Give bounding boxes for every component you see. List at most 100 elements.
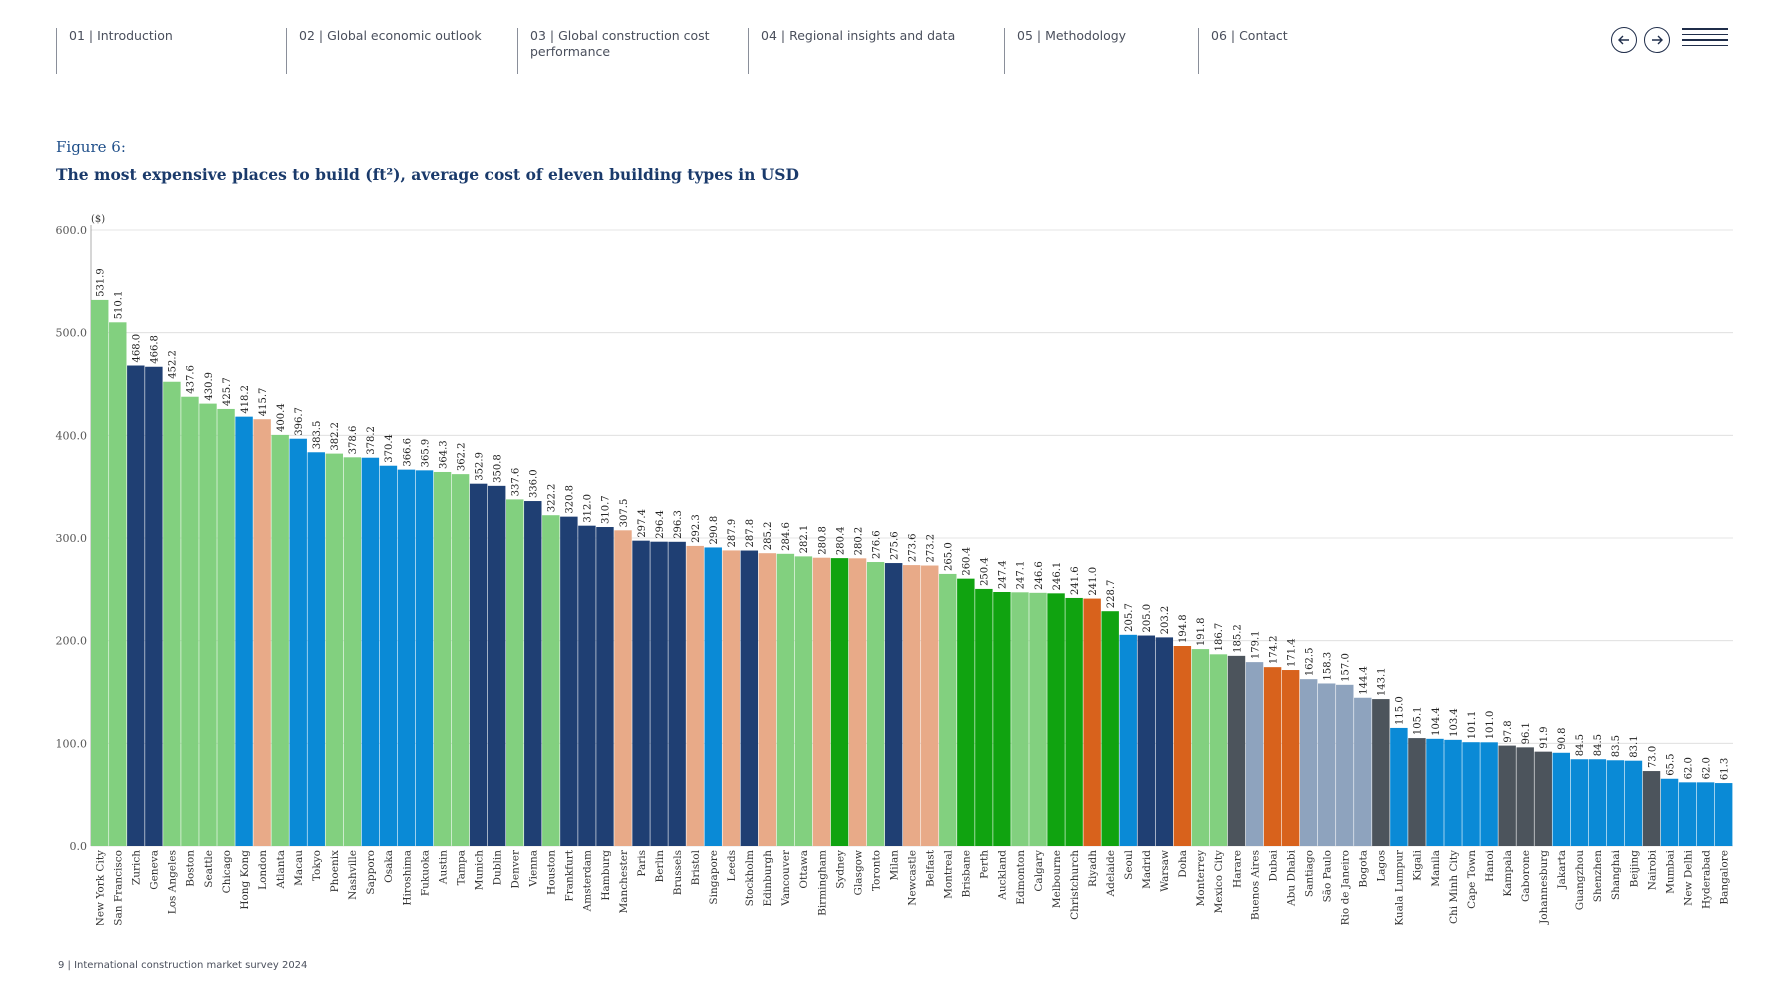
bar: [1191, 649, 1210, 846]
next-page-button[interactable]: [1644, 27, 1670, 53]
bar-value-label: 296.4: [655, 510, 666, 539]
bar-value-label: 104.4: [1431, 707, 1442, 736]
bar-value-label: 91.9: [1539, 726, 1550, 748]
y-tick-label: 600.0: [56, 224, 88, 237]
nav-item-global-economic-outlook[interactable]: 02 | Global economic outlook: [286, 28, 482, 74]
bar-value-label: 452.2: [168, 350, 179, 379]
bar-value-label: 466.8: [150, 335, 161, 364]
bar-value-label: 83.5: [1611, 735, 1622, 757]
bar-value-label: 337.6: [511, 468, 522, 497]
bar-value-label: 205.7: [1124, 603, 1135, 632]
x-tick-label: Munich: [473, 850, 485, 891]
bar-value-label: 297.4: [637, 509, 648, 538]
bar: [361, 457, 380, 846]
bar: [1390, 727, 1408, 846]
bar: [1155, 637, 1174, 846]
bar: [524, 501, 542, 846]
x-tick-label: Phoenix: [329, 850, 341, 892]
bar-value-label: 96.1: [1521, 722, 1532, 744]
bar: [1498, 745, 1516, 846]
x-tick-label: Denver: [510, 849, 522, 889]
x-tick-label: Milan: [888, 850, 900, 881]
bar: [1245, 662, 1264, 846]
x-tick-label: Dubai: [1267, 849, 1279, 881]
bar: [1480, 742, 1498, 846]
bar-value-label: 510.1: [114, 291, 125, 320]
bar: [271, 434, 289, 846]
x-tick-label: Fukuoka: [419, 850, 431, 896]
bar-value-label: 84.5: [1593, 734, 1604, 756]
figure-label: Figure 6:: [56, 138, 126, 156]
bar-value-label: 260.4: [962, 547, 973, 576]
x-tick-label: Los Angeles: [167, 850, 179, 914]
nav-item-regional-insights[interactable]: 04 | Regional insights and data: [748, 28, 955, 74]
bar: [993, 592, 1011, 846]
bar-value-label: 307.5: [619, 499, 630, 528]
bar-value-label: 378.6: [348, 426, 359, 455]
bar-value-label: 430.9: [204, 372, 215, 401]
bar-value-label: 194.8: [1178, 614, 1189, 643]
bar: [1516, 747, 1534, 846]
x-tick-label: Christchurch: [1069, 850, 1081, 920]
bar: [560, 516, 578, 846]
x-tick-label: Shenzhen: [1592, 850, 1604, 902]
x-tick-label: Belfast: [925, 849, 937, 887]
x-tick-label: Manila: [1430, 850, 1442, 887]
bar-value-label: 171.4: [1286, 638, 1297, 667]
bar: [433, 471, 452, 846]
bar-value-label: 366.6: [402, 438, 413, 467]
bar: [1029, 592, 1047, 846]
x-tick-label: Singapore: [708, 850, 720, 905]
x-tick-label: Mumbai: [1664, 849, 1676, 893]
x-tick-label: Boston: [185, 850, 197, 887]
bar: [1588, 759, 1607, 846]
x-tick-label: Monterrey: [1195, 850, 1207, 907]
bar: [866, 562, 885, 846]
bar: [650, 541, 668, 846]
x-tick-label: Adelaide: [1105, 850, 1117, 897]
bar-value-label: 310.7: [601, 495, 612, 524]
bar: [1570, 759, 1589, 846]
bar: [1011, 592, 1029, 846]
x-tick-label: Osaka: [383, 850, 395, 883]
nav-item-methodology[interactable]: 05 | Methodology: [1004, 28, 1126, 74]
nav-item-contact[interactable]: 06 | Contact: [1198, 28, 1288, 74]
bar: [1462, 742, 1480, 846]
x-tick-label: Paris: [636, 850, 648, 877]
x-tick-label: Dublin: [491, 850, 503, 886]
x-tick-label: Sydney: [834, 850, 846, 889]
y-tick-label: 500.0: [56, 327, 88, 340]
bar: [542, 515, 560, 846]
bar: [596, 527, 614, 846]
bar-value-label: 101.0: [1485, 711, 1496, 740]
bar-value-label: 350.8: [492, 454, 503, 483]
x-tick-label: Manchester: [618, 849, 630, 913]
bar: [1281, 670, 1300, 846]
bar: [415, 470, 434, 846]
figure-title: The most expensive places to build (ft²)…: [56, 165, 799, 184]
bar-value-label: 282.1: [799, 525, 810, 554]
nav-item-introduction[interactable]: 01 | Introduction: [56, 28, 173, 74]
bar: [1317, 683, 1336, 846]
x-tick-label: Edmonton: [1015, 850, 1027, 905]
hamburger-menu-icon[interactable]: [1682, 28, 1728, 50]
bar: [199, 403, 217, 846]
x-tick-label: Bogota: [1358, 850, 1370, 888]
bar: [1426, 738, 1444, 846]
nav-item-global-construction-cost[interactable]: 03 | Global construction cost performanc…: [517, 28, 710, 74]
x-tick-label: Brussels: [672, 850, 684, 895]
x-tick-label: Guangzhou: [1574, 850, 1586, 911]
bar-value-label: 246.1: [1052, 562, 1063, 591]
bar: [848, 558, 867, 846]
x-tick-label: Seoul: [1123, 849, 1135, 879]
bar-value-label: 115.0: [1395, 696, 1406, 725]
x-tick-label: Warsaw: [1159, 850, 1171, 892]
x-tick-label: Zurich: [131, 850, 143, 885]
x-tick-label: Tokyo: [311, 850, 323, 881]
x-tick-label: Atlanta: [275, 850, 287, 889]
x-tick-label: London: [257, 850, 269, 890]
previous-page-button[interactable]: [1611, 27, 1637, 53]
bar-value-label: 174.2: [1268, 636, 1279, 665]
x-tick-label: Kuala Lumpur: [1394, 849, 1406, 925]
arrow-right-icon: [1652, 35, 1663, 45]
